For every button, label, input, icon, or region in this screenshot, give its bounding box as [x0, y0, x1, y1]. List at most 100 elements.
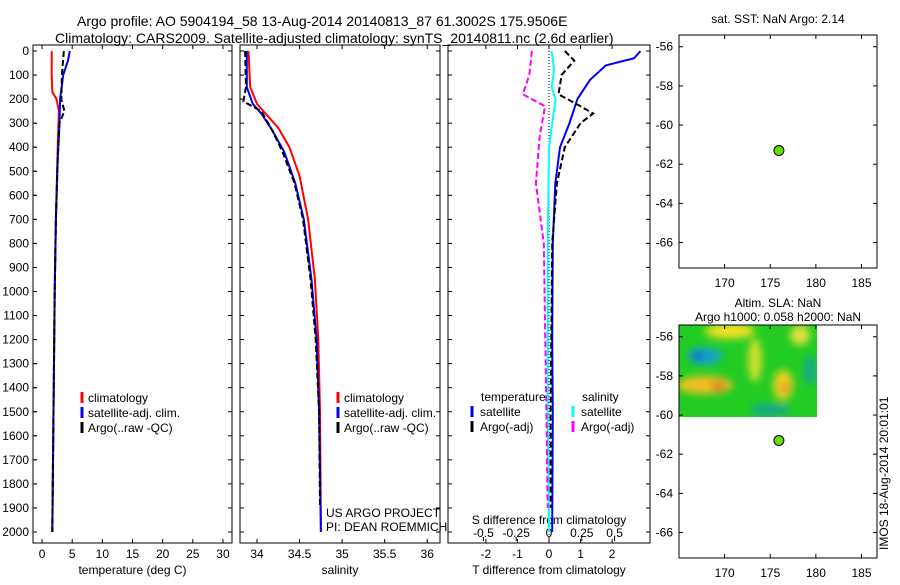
y-tick-label: 200: [9, 92, 29, 106]
legend-header-temperature: temperature: [481, 390, 546, 404]
lat-tick-label: -66: [656, 526, 674, 540]
x-tick-label: -1: [512, 547, 523, 561]
argo-position-marker: [773, 145, 785, 157]
legend-label: Argo(-adj): [480, 420, 533, 434]
temperature-panel: 0100200300400500600700800900100011001200…: [2, 44, 233, 577]
x-axis-label: salinity: [322, 563, 359, 577]
series-line-climatology: [247, 50, 322, 533]
y-tick-label: 1200: [2, 333, 29, 347]
legend-label: Argo(..raw -QC): [88, 421, 173, 435]
salinity-panel: 34 34.5 35 35.5 36 salinity climatologysatelli…: [239, 44, 447, 577]
lat-tick-label: -56: [656, 330, 674, 344]
s-tick-label: -0.25: [503, 526, 531, 540]
y-tick-label: 900: [9, 260, 29, 274]
y-tick-label: 1700: [2, 453, 29, 467]
lat-tick-label: -58: [656, 79, 674, 93]
map-title: sat. SST: NaN Argo: 2.14: [711, 12, 845, 26]
y-tick-label: 100: [9, 68, 29, 82]
y-tick-label: 1600: [2, 429, 29, 443]
y-tick-label: 500: [9, 164, 29, 178]
series-line-satellite-adj-clim-: [51, 50, 71, 533]
series-line-argo-raw-qc-: [51, 50, 66, 533]
lat-tick-label: -60: [656, 118, 674, 132]
sla-map-panel: 170 175 180 185 -56 -58 -60 -62 -64 -66 Altim. SLA…: [656, 296, 878, 580]
lat-tick-label: -60: [656, 408, 674, 422]
lat-tick-label: -56: [656, 40, 674, 54]
y-tick-label: 1400: [2, 381, 29, 395]
x-axis-label: temperature (deg C): [78, 563, 186, 577]
lat-tick-label: -62: [656, 157, 674, 171]
s-tick-label: 0.25: [570, 526, 594, 540]
s-tick-label: 0: [546, 526, 553, 540]
y-tick-label: 800: [9, 236, 29, 250]
imos-credit: IMOS 18-Aug-2014 20:01:01: [877, 396, 891, 550]
x-tick-label: 30: [216, 547, 230, 561]
x-tick-label: 0: [39, 547, 46, 561]
x-tick-label: 15: [126, 547, 140, 561]
x-tick-label: 5: [69, 547, 76, 561]
legend-label: satellite-adj. clim.: [88, 406, 180, 420]
legend-label: climatology: [88, 391, 148, 405]
lon-tick-label: 170: [715, 276, 735, 290]
sst-map-panel: 170 175 180 185 -56 -58 -60 -62 -64 -66 sat. SST: …: [656, 12, 878, 290]
y-tick-label: 600: [9, 188, 29, 202]
x-tick-label: 36: [421, 547, 435, 561]
map-frame: [678, 34, 878, 269]
x-tick-label: 34: [250, 547, 264, 561]
lon-tick-label: 185: [851, 276, 871, 290]
y-tick-label: 400: [9, 140, 29, 154]
lat-tick-label: -58: [656, 369, 674, 383]
s-tick-label: 0.5: [606, 526, 623, 540]
y-tick-label: 1500: [2, 405, 29, 419]
x-tick-label: 34.5: [288, 547, 312, 561]
legend-label: satellite: [480, 405, 521, 419]
series-line-s-argo-adj-: [521, 50, 549, 508]
x-tick-label: 35: [335, 547, 349, 561]
project-annotation: US ARGO PROJECT: [326, 506, 441, 520]
map-frame: [678, 324, 878, 559]
y-tick-label: 1000: [2, 285, 29, 299]
title-line-2: Climatology: CARS2009. Satellite-adjuste…: [55, 30, 613, 46]
y-tick-label: 1800: [2, 477, 29, 491]
series-line-s-satellite: [546, 50, 557, 533]
y-tick-label: 2000: [2, 525, 29, 539]
legend-label: Argo(..raw -QC): [344, 421, 429, 435]
series-line-t-argo-adj-: [549, 50, 596, 508]
x-tick-label: 0: [546, 547, 553, 561]
legend-label: satellite-adj. clim.: [344, 406, 436, 420]
x-tick-label: 35.5: [373, 547, 397, 561]
series-line-t-satellite: [551, 50, 642, 533]
lat-tick-label: -64: [656, 196, 674, 210]
legend-label: Argo(-adj): [581, 420, 634, 434]
map-title: Altim. SLA: NaN: [735, 296, 822, 310]
y-tick-label: 1900: [2, 501, 29, 515]
x-tick-label: -2: [481, 547, 492, 561]
argo-position-marker: [773, 435, 785, 447]
lon-tick-label: 185: [851, 566, 871, 580]
lat-tick-label: -66: [656, 236, 674, 250]
lon-tick-label: 180: [806, 276, 826, 290]
lat-tick-label: -62: [656, 447, 674, 461]
x-tick-label: 10: [96, 547, 110, 561]
sla-heatmap: [679, 325, 817, 417]
x-tick-label: 1: [577, 547, 584, 561]
title-line-1: Argo profile: AO 5904194_58 13-Aug-2014 …: [77, 13, 567, 29]
y-tick-label: 1100: [3, 309, 29, 323]
map-subtitle: Argo h1000: 0.058 h2000: NaN: [695, 310, 861, 324]
x-tick-label: 20: [156, 547, 170, 561]
series-line-satellite-adj-clim-: [245, 51, 322, 533]
series-line-argo-raw-qc-: [242, 50, 321, 508]
y-tick-label: 300: [9, 116, 29, 130]
s-tick-label: -0.5: [473, 526, 494, 540]
lon-tick-label: 170: [715, 566, 735, 580]
y-tick-label: 0: [22, 44, 29, 58]
lon-tick-label: 180: [806, 566, 826, 580]
x-axis-label: T difference from climatology: [472, 563, 626, 577]
lon-tick-label: 175: [760, 566, 780, 580]
plot-frame: [239, 44, 441, 544]
y-tick-label: 1300: [2, 357, 29, 371]
project-annotation: PI: DEAN ROEMMICH: [326, 520, 447, 534]
x-tick-label: 2: [609, 547, 616, 561]
plot-frame: [32, 44, 233, 544]
